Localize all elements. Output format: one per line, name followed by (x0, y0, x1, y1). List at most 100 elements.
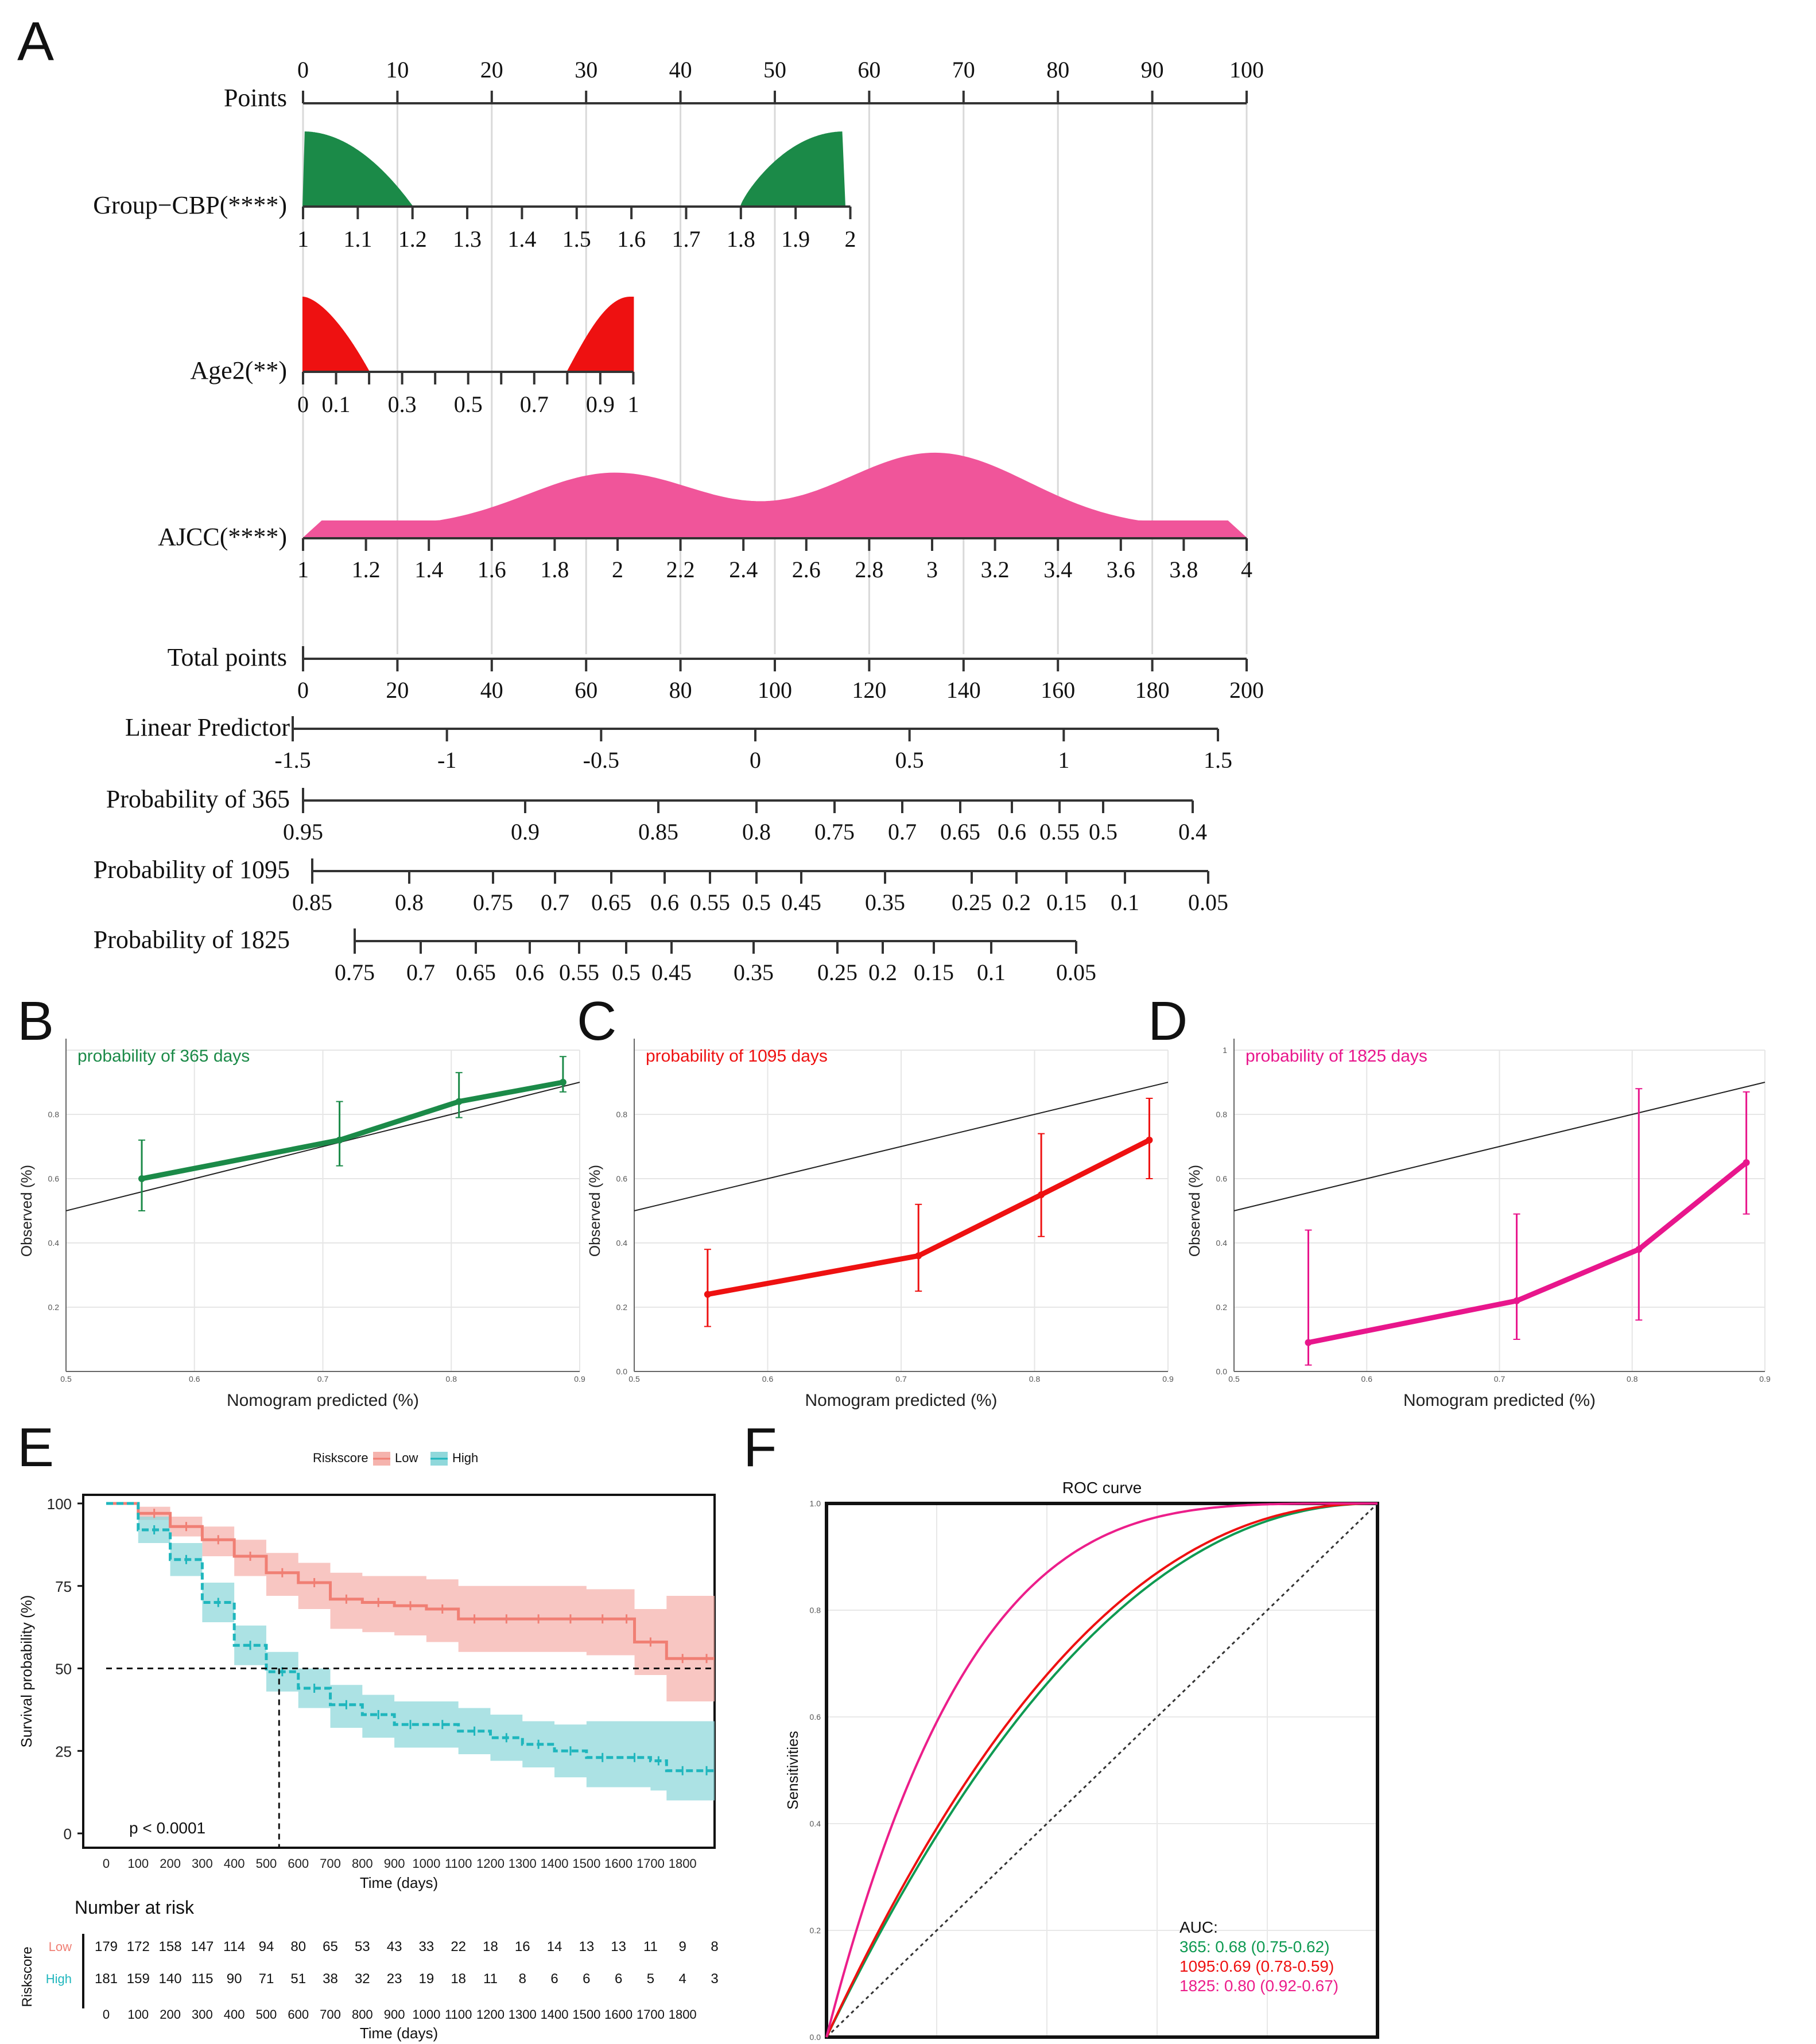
risk-count: 4 (679, 1971, 686, 1987)
x-tick-label: 0.7 (1494, 1374, 1505, 1384)
x-tick-label: 1700 (637, 1856, 665, 1871)
x-axis-label: Nomogram predicted (%) (1403, 1391, 1596, 1410)
tick-label: 80 (1046, 57, 1069, 83)
tick-label: 0.05 (1188, 889, 1228, 915)
confidence-band-high (106, 1503, 715, 1801)
tick-label: 0.1 (322, 391, 351, 417)
risk-row-label: High (46, 1972, 72, 1986)
x-tick-label: 1600 (604, 2007, 633, 2022)
tick-label: 1.4 (507, 226, 536, 252)
x-tick-label: 0.7 (317, 1374, 329, 1384)
risk-count: 11 (643, 1939, 658, 1954)
calibration-point (336, 1136, 343, 1144)
tick-label: 30 (575, 57, 597, 83)
tick-label: 0.6 (515, 959, 544, 985)
risk-count: 43 (387, 1939, 402, 1954)
risk-count: 179 (95, 1939, 118, 1954)
tick-label: 0.15 (1046, 889, 1087, 915)
tick-label: 0.65 (940, 819, 980, 845)
tick-label: 1 (297, 557, 309, 582)
tick-label: 0.75 (473, 889, 513, 915)
risk-count: 11 (483, 1971, 498, 1987)
x-tick-label: 500 (256, 1856, 277, 1871)
risk-count: 13 (611, 1939, 626, 1954)
tick-label: 1 (297, 226, 309, 252)
x-tick-label: 0 (103, 1856, 110, 1871)
risk-count: 8 (519, 1971, 526, 1987)
y-tick-label: 0.8 (1216, 1110, 1228, 1119)
tick-label: 0.5 (1089, 819, 1117, 845)
y-tick-label: 0 (64, 1825, 72, 1843)
x-axis-label: Time (days) (360, 1874, 438, 1891)
calibration-point (1305, 1339, 1312, 1346)
tick-label: 40 (669, 57, 692, 83)
x-tick-label: 800 (352, 2007, 373, 2022)
risk-count: 16 (515, 1939, 530, 1954)
x-tick-label: 0.8 (1627, 1374, 1638, 1384)
x-tick-label: 400 (224, 2007, 245, 2022)
y-tick-label: 0.8 (48, 1110, 60, 1119)
tick-label: 100 (1229, 57, 1264, 83)
tick-label: 20 (386, 677, 409, 703)
tick-label: 120 (852, 677, 886, 703)
x-tick-label: 1500 (572, 1856, 600, 1871)
y-tick-label: 0.6 (616, 1174, 628, 1183)
x-tick-label: 1600 (604, 1856, 633, 1871)
legend-label-high: High (452, 1451, 478, 1465)
x-tick-label: 1800 (669, 1856, 697, 1871)
tick-label: 90 (1141, 57, 1164, 83)
y-tick-label: 0.2 (616, 1303, 628, 1312)
tick-label: 1.5 (1204, 747, 1232, 773)
row-label-group-cbp: Group−CBP(****) (93, 191, 287, 219)
x-tick-label: 0.0 (821, 2042, 832, 2044)
tick-label: 0.7 (406, 959, 435, 985)
risk-row-label: Low (49, 1940, 72, 1954)
legend-label-low: Low (395, 1451, 418, 1465)
tick-label: 0.2 (868, 959, 897, 985)
tick-label: 50 (763, 57, 786, 83)
tick-label: 1.9 (781, 226, 810, 252)
x-tick-label: 100 (127, 2007, 149, 2022)
panel-label-c: C (577, 990, 616, 1052)
y-tick-label: 0.4 (616, 1238, 628, 1248)
panel-label-d: D (1148, 990, 1188, 1052)
panel-label-a: A (17, 11, 54, 72)
calibration-point (455, 1098, 463, 1105)
tick-label: 0.45 (651, 959, 692, 985)
row-label-age2: Age2(**) (190, 356, 287, 384)
tick-label: 60 (857, 57, 880, 83)
tick-label: 0.35 (734, 959, 774, 985)
tick-label: 1.1 (343, 226, 372, 252)
tick-label: 0.1 (1111, 889, 1139, 915)
panel-label-f: F (743, 1417, 777, 1478)
group-cbp-density-left (302, 131, 413, 207)
x-tick-label: 1400 (541, 2007, 569, 2022)
tick-label: 0.75 (814, 819, 855, 845)
p-value-label: p < 0.0001 (129, 1819, 205, 1837)
x-tick-label: 0.5 (60, 1374, 72, 1384)
y-tick-label: 0.0 (616, 1367, 628, 1376)
y-tick-label: 50 (55, 1661, 72, 1678)
tick-label: 3.6 (1107, 557, 1135, 582)
tick-label: 100 (758, 677, 792, 703)
x-tick-label: 0.9 (574, 1374, 585, 1384)
risk-count: 19 (419, 1971, 434, 1987)
tick-label: 0.65 (591, 889, 631, 915)
calibration-panel-c: 0.5 0.6 0.7 0.8 0.9 0.0 0.2 0.4 0.6 0.8 probabilit… (586, 1039, 1174, 1410)
tick-label: 0.9 (586, 391, 615, 417)
tick-label: 140 (946, 677, 981, 703)
risk-count: 71 (259, 1971, 274, 1987)
ideal-line (634, 1082, 1169, 1211)
tick-label: 0.15 (914, 959, 954, 985)
row-label-total-points: Total points (168, 643, 287, 671)
tick-label: 0.85 (292, 889, 332, 915)
tick-label: 0.3 (388, 391, 417, 417)
y-tick-label: 0.6 (1216, 1174, 1228, 1183)
y-tick-label: 0.0 (810, 2033, 821, 2042)
tick-label: 1.6 (478, 557, 506, 582)
x-tick-label: 0 (103, 2007, 110, 2022)
x-tick-label: 0.6 (1151, 2042, 1163, 2044)
x-tick-label: 1100 (445, 1856, 472, 1871)
tick-label: 1.8 (540, 557, 569, 582)
